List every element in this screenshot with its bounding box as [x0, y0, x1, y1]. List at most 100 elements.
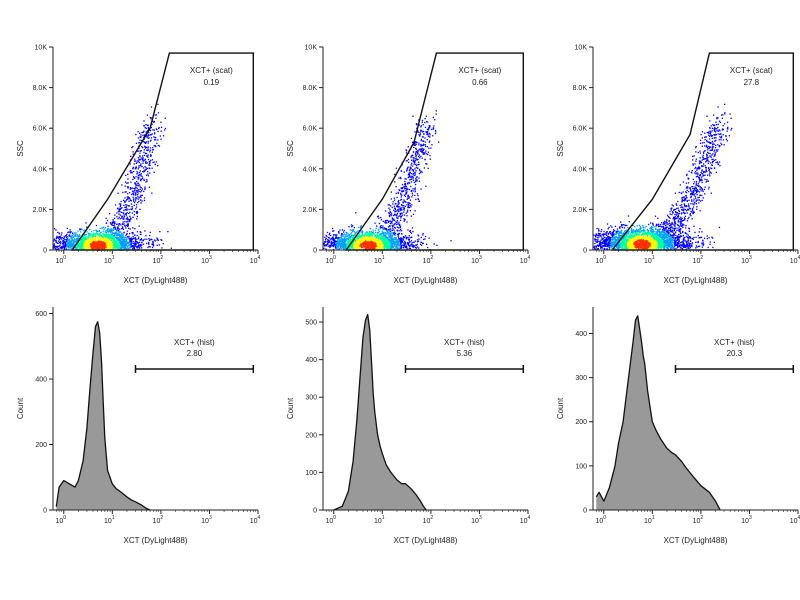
event-dot — [127, 178, 129, 180]
event-dot — [118, 233, 120, 236]
event-dot — [435, 110, 437, 112]
event-dot — [153, 239, 156, 241]
event-dot — [141, 200, 143, 202]
event-dot — [410, 137, 413, 139]
event-dot — [394, 233, 396, 235]
event-dot — [338, 232, 340, 234]
event-dot — [99, 239, 101, 241]
event-dot — [340, 245, 342, 247]
event-dot — [394, 237, 396, 239]
event-dot — [157, 112, 160, 114]
event-dot — [415, 244, 418, 246]
event-dot — [426, 132, 429, 134]
event-dot — [144, 146, 147, 148]
event-dot — [146, 124, 149, 127]
event-dot — [413, 163, 415, 165]
event-dot — [131, 244, 133, 247]
event-dot — [376, 240, 378, 242]
event-dot — [401, 240, 403, 242]
x-tick-label: 103 — [201, 255, 212, 265]
event-dot — [88, 239, 90, 242]
event-dot — [93, 245, 95, 248]
event-dot — [84, 238, 87, 240]
y-tick-label: 0 — [43, 248, 47, 255]
event-dot — [117, 247, 119, 249]
event-dot — [376, 245, 378, 247]
event-dot — [108, 237, 110, 239]
x-tick-exponent: 1 — [112, 255, 115, 261]
event-dot — [152, 242, 154, 244]
event-dot — [370, 248, 372, 250]
event-dot — [53, 243, 55, 245]
event-dot — [122, 242, 124, 244]
event-dot — [391, 234, 394, 236]
event-dot — [333, 238, 335, 241]
event-dot — [334, 244, 336, 246]
event-dot — [124, 224, 126, 227]
event-dot — [137, 174, 139, 176]
event-dot — [411, 156, 413, 158]
event-dot — [69, 229, 71, 231]
event-dot — [346, 235, 348, 237]
event-dot — [142, 134, 144, 136]
event-dot — [407, 176, 409, 179]
event-dot — [140, 187, 142, 189]
event-dot — [415, 141, 417, 143]
event-dot — [119, 231, 122, 233]
event-dot — [72, 233, 75, 236]
event-dot — [376, 247, 379, 250]
event-dot — [88, 245, 90, 247]
event-dot — [100, 240, 102, 243]
event-dot — [89, 235, 91, 237]
event-dot — [366, 240, 368, 242]
event-dot — [104, 231, 106, 233]
event-dot — [136, 218, 138, 220]
event-dot — [389, 225, 391, 228]
event-dot — [411, 204, 413, 206]
event-dot — [105, 247, 107, 250]
event-dot — [123, 209, 125, 212]
event-dot — [365, 241, 367, 243]
event-dot — [53, 247, 55, 249]
event-dot — [338, 240, 340, 242]
event-dot — [89, 245, 92, 248]
event-dot — [90, 242, 93, 244]
event-dot — [149, 116, 151, 119]
event-dot — [377, 237, 380, 240]
event-dot — [133, 170, 135, 173]
event-dot — [430, 128, 433, 131]
event-dot — [380, 219, 383, 221]
event-dot — [340, 240, 342, 242]
event-dot — [372, 231, 374, 233]
event-dot — [407, 167, 409, 169]
event-dot — [102, 242, 105, 244]
event-dot — [56, 235, 58, 237]
event-dot — [419, 243, 422, 245]
event-dot — [79, 246, 82, 248]
event-dot — [410, 167, 412, 169]
event-dot — [415, 163, 417, 166]
event-dot — [132, 153, 134, 155]
event-dot — [143, 120, 145, 122]
event-dot — [421, 147, 423, 149]
event-dot — [387, 247, 389, 249]
event-dot — [117, 211, 119, 213]
event-dot — [406, 191, 408, 193]
event-dot — [74, 244, 76, 246]
event-dot — [67, 246, 69, 248]
event-dot — [99, 244, 101, 246]
event-dot — [417, 198, 419, 200]
event-dot — [107, 239, 110, 241]
event-dot — [136, 211, 139, 214]
event-dot — [417, 151, 419, 153]
event-dot — [81, 247, 83, 249]
event-dot — [150, 139, 152, 141]
event-dot — [131, 232, 133, 234]
event-dot — [410, 164, 412, 166]
event-dot — [94, 235, 97, 237]
event-dot — [60, 237, 62, 239]
event-dot — [89, 236, 91, 238]
event-dot — [157, 239, 160, 241]
event-dot — [406, 188, 408, 190]
event-dot — [411, 245, 413, 247]
